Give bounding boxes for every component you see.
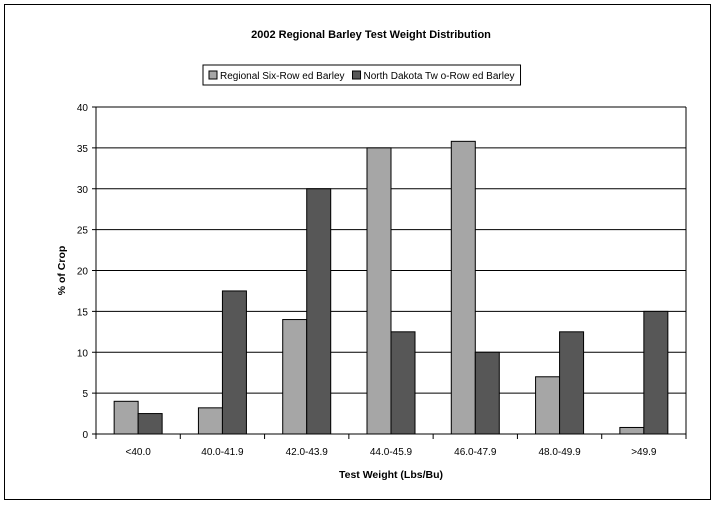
y-tick-label: 10 [77,348,89,359]
y-tick-label: 30 [77,185,89,196]
y-tick-label: 25 [77,226,89,237]
bar-two-rowed [559,331,585,435]
legend: Regional Six-Row ed Barley North Dakota T… [202,64,522,86]
bar-six-rowed [450,140,476,435]
y-tick-label: 20 [77,267,89,278]
bar-six-rowed [113,400,139,435]
bar-two-rowed [390,331,416,435]
y-tick-label: 15 [77,307,89,318]
chart-title: 2002 Regional Barley Test Weight Distrib… [251,29,491,41]
x-axis-label: Test Weight (Lbs/Bu) [339,469,443,481]
y-tick-label: 40 [77,103,89,114]
bar-two-rowed [474,351,500,435]
y-tick-label: 5 [82,389,88,400]
legend-swatch [352,70,362,80]
y-tick-label: 0 [82,430,88,441]
x-tick-label: 40.0-41.9 [201,447,244,458]
legend-label: North Dakota Tw o-Row ed Barley [364,71,515,82]
x-tick-label: >49.9 [631,447,657,458]
axes [92,106,687,439]
x-tick-label: 48.0-49.9 [538,447,581,458]
bar-six-rowed [197,407,223,435]
legend-box [202,64,522,86]
bar-six-rowed [619,426,645,435]
bar-six-rowed [535,376,561,435]
x-tick-label: 44.0-45.9 [370,447,413,458]
bar-six-rowed [282,319,308,435]
bar-chart: 2002 Regional Barley Test Weight Distrib… [56,29,687,481]
y-axis-label: % of Crop [56,246,68,296]
y-tick-label: 35 [77,144,89,155]
bar-two-rowed [221,290,247,435]
bar-two-rowed [306,188,332,435]
x-tick-label: 46.0-47.9 [454,447,497,458]
legend-swatch [208,70,218,80]
bars [113,140,669,435]
x-tick-label: <40.0 [125,447,151,458]
y-tick-labels: 0 5 10 15 20 25 30 35 40 [77,103,89,441]
x-tick-label: 42.0-43.9 [286,447,329,458]
legend-label: Regional Six-Row ed Barley [220,71,345,82]
bar-two-rowed [137,413,163,435]
bar-two-rowed [643,310,669,435]
bar-six-rowed [366,147,392,435]
chart-frame: 2002 Regional Barley Test Weight Distrib… [4,4,711,500]
x-tick-labels: <40.0 40.0-41.9 42.0-43.9 44.0-45.9 46.0-47.… [125,447,656,458]
